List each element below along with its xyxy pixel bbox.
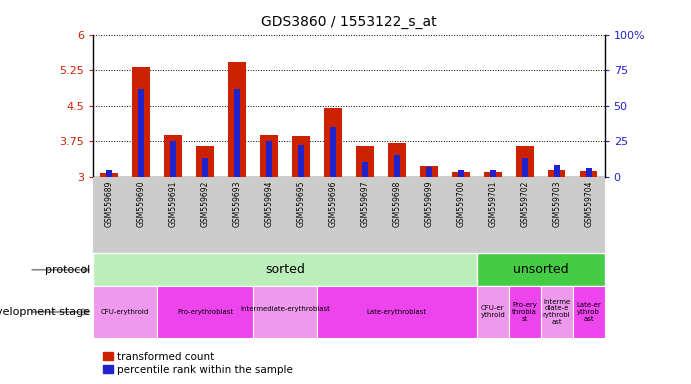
Text: Pro-ery
throbla
st: Pro-ery throbla st	[512, 302, 537, 322]
Bar	[170, 141, 176, 177]
Bar	[477, 286, 509, 338]
Bar	[138, 89, 144, 177]
Text: GSM559702: GSM559702	[520, 180, 529, 227]
Text: Interme
diate-e
rythrobl
ast: Interme diate-e rythrobl ast	[543, 298, 571, 326]
Bar	[394, 156, 400, 177]
Bar	[261, 136, 278, 177]
Bar	[509, 286, 540, 338]
Text: Late-erythroblast: Late-erythroblast	[367, 309, 427, 315]
Bar	[324, 108, 342, 177]
Text: development stage: development stage	[0, 307, 90, 317]
Text: GSM559698: GSM559698	[392, 180, 401, 227]
Bar	[330, 127, 336, 177]
Bar	[133, 67, 150, 177]
Text: Late-er
ythrob
ast: Late-er ythrob ast	[576, 302, 601, 322]
Bar	[253, 286, 317, 338]
Text: Pro-erythroblast: Pro-erythroblast	[177, 309, 233, 315]
Text: GSM559694: GSM559694	[265, 180, 274, 227]
Text: GSM559692: GSM559692	[200, 180, 209, 227]
Bar	[553, 165, 560, 177]
Text: GSM559703: GSM559703	[552, 180, 561, 227]
Bar	[426, 167, 432, 177]
Bar	[484, 172, 502, 177]
Text: CFU-erythroid: CFU-erythroid	[101, 309, 149, 315]
Bar	[93, 286, 158, 338]
Bar	[93, 253, 477, 286]
Text: protocol: protocol	[45, 265, 90, 275]
Bar	[522, 158, 528, 177]
Text: GSM559690: GSM559690	[137, 180, 146, 227]
Bar	[202, 158, 208, 177]
Bar	[548, 170, 565, 177]
Bar	[490, 170, 495, 177]
Bar	[234, 89, 240, 177]
Bar	[516, 146, 533, 177]
Text: GSM559701: GSM559701	[489, 180, 498, 227]
Bar	[228, 62, 246, 177]
Text: GSM559704: GSM559704	[584, 180, 593, 227]
Text: GSM559700: GSM559700	[456, 180, 465, 227]
Text: GSM559693: GSM559693	[233, 180, 242, 227]
Bar	[388, 143, 406, 177]
Text: GSM559697: GSM559697	[361, 180, 370, 227]
Text: GSM559689: GSM559689	[105, 180, 114, 227]
Bar	[266, 141, 272, 177]
Bar	[196, 146, 214, 177]
Text: GSM559691: GSM559691	[169, 180, 178, 227]
Bar	[356, 146, 374, 177]
Text: sorted: sorted	[265, 263, 305, 276]
Text: unsorted: unsorted	[513, 263, 569, 276]
Bar	[458, 170, 464, 177]
Text: GDS3860 / 1553122_s_at: GDS3860 / 1553122_s_at	[261, 15, 437, 29]
Text: Intermediate-erythroblast: Intermediate-erythroblast	[240, 306, 330, 318]
Text: CFU-er
ythroid: CFU-er ythroid	[480, 306, 505, 318]
Bar	[477, 253, 605, 286]
Bar	[540, 286, 573, 338]
Text: GSM559695: GSM559695	[296, 180, 305, 227]
Text: GSM559696: GSM559696	[328, 180, 337, 227]
Bar	[317, 286, 477, 338]
Bar	[298, 146, 304, 177]
Bar	[158, 286, 253, 338]
Bar	[452, 172, 470, 177]
Bar	[164, 136, 182, 177]
Bar	[586, 168, 591, 177]
Bar	[573, 286, 605, 338]
Bar	[580, 171, 598, 177]
Text: GSM559699: GSM559699	[424, 180, 433, 227]
Bar	[292, 136, 310, 177]
Bar	[420, 166, 437, 177]
Legend: transformed count, percentile rank within the sample: transformed count, percentile rank withi…	[99, 348, 297, 379]
Bar	[100, 173, 118, 177]
Bar	[106, 170, 112, 177]
Bar	[362, 162, 368, 177]
